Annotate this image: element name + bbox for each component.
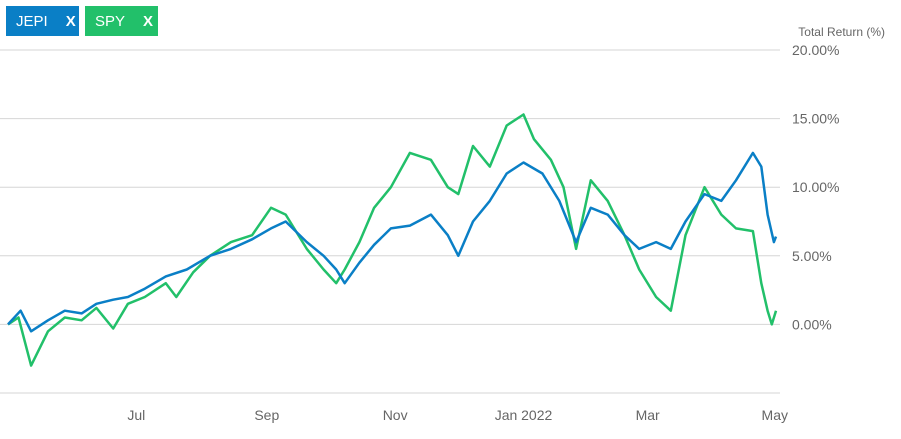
y-tick-label: 0.00% bbox=[792, 316, 832, 332]
remove-spy-button[interactable]: X bbox=[143, 12, 154, 30]
legend: JEPI X SPY X bbox=[6, 6, 158, 36]
x-tick-label: Nov bbox=[383, 407, 408, 423]
chart-grid bbox=[0, 49, 780, 394]
series-line-jepi bbox=[7, 151, 778, 333]
x-tick-label: Sep bbox=[254, 407, 279, 423]
legend-label-jepi: JEPI bbox=[16, 12, 48, 30]
y-tick-label: 10.00% bbox=[792, 179, 839, 195]
y-tick-label: 15.00% bbox=[792, 111, 839, 127]
x-tick-label: Mar bbox=[636, 407, 660, 423]
chart-series bbox=[7, 113, 778, 367]
legend-label-spy: SPY bbox=[95, 12, 126, 30]
x-axis-ticks: Jul Sep Nov Jan 2022 Mar May bbox=[127, 407, 788, 423]
y-tick-label: 5.00% bbox=[792, 248, 832, 264]
legend-chip-jepi[interactable]: JEPI X bbox=[6, 6, 79, 36]
y-tick-label: 20.00% bbox=[792, 42, 839, 58]
x-tick-label: Jul bbox=[127, 407, 145, 423]
x-tick-label: Jan 2022 bbox=[495, 407, 553, 423]
legend-chip-spy[interactable]: SPY X bbox=[85, 6, 158, 36]
series-line-spy bbox=[7, 113, 778, 367]
remove-jepi-button[interactable]: X bbox=[65, 12, 76, 30]
y-axis-label: Total Return (%) bbox=[798, 25, 885, 39]
y-axis-ticks: 0.00% 5.00% 10.00% 15.00% 20.00% bbox=[792, 42, 839, 332]
x-tick-label: May bbox=[762, 407, 788, 423]
